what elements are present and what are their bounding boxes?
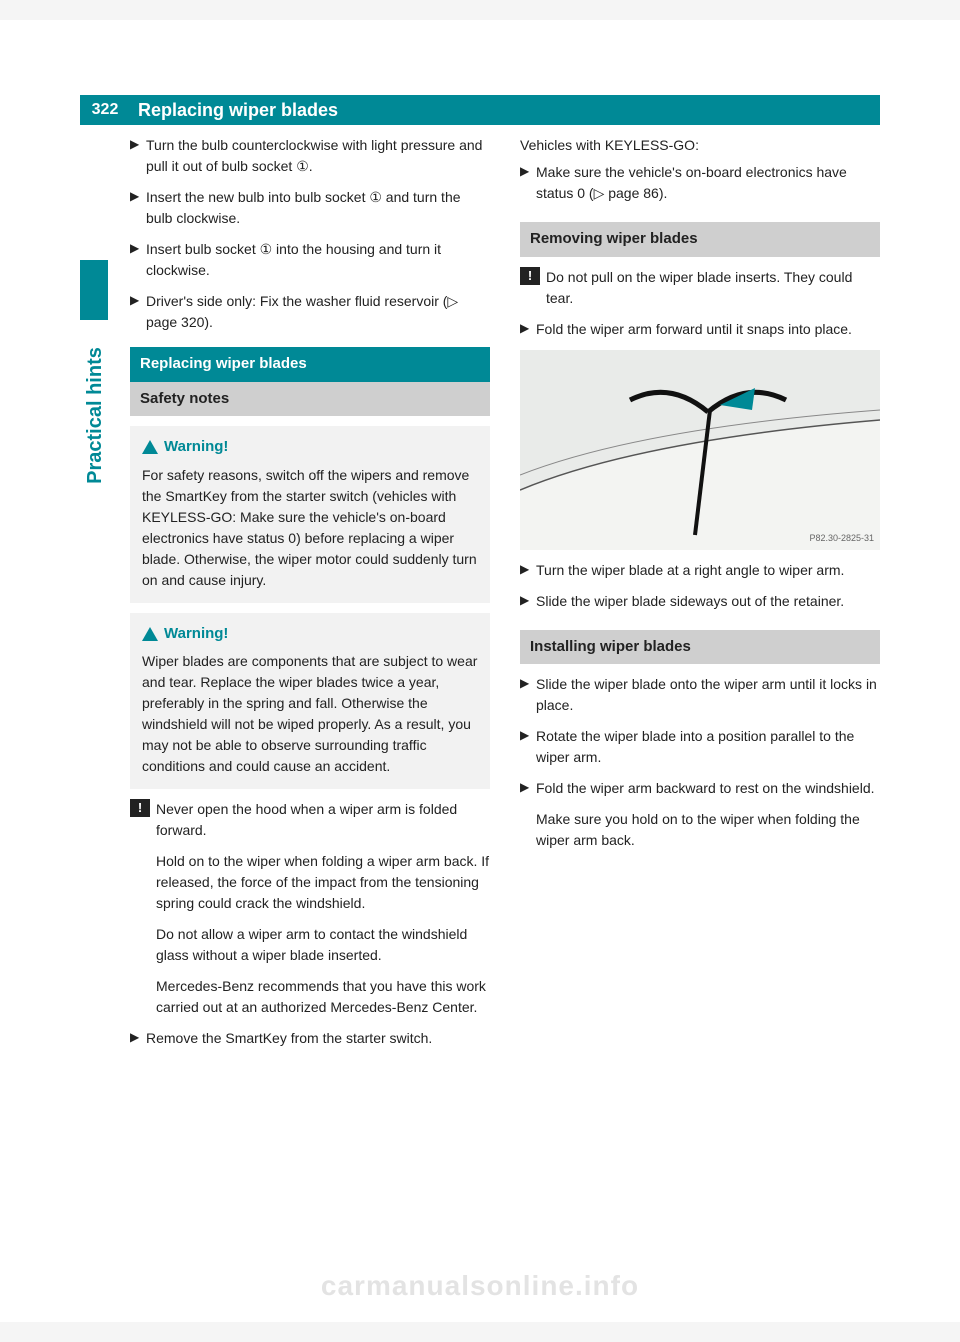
- page-number: 322: [80, 95, 130, 125]
- step-text: Fold the wiper arm forward until it snap…: [536, 319, 880, 340]
- content-columns: ▶ Turn the bulb counterclockwise with li…: [130, 135, 880, 1262]
- warning-label: Warning!: [164, 436, 228, 459]
- step-text: Rotate the wiper blade into a position p…: [536, 726, 880, 768]
- side-tab: Practical hints: [80, 330, 110, 500]
- caution-icon: !: [520, 267, 540, 285]
- step-marker-icon: ▶: [130, 187, 146, 229]
- subsection-heading: Safety notes: [130, 382, 490, 417]
- step-item: ▶ Make sure the vehicle's on-board elect…: [520, 162, 880, 204]
- step-item: ▶ Insert the new bulb into bulb socket ①…: [130, 187, 490, 229]
- warning-triangle-icon: [142, 440, 158, 454]
- step-item: ▶ Insert bulb socket ① into the housing …: [130, 239, 490, 281]
- step-marker-icon: ▶: [130, 239, 146, 281]
- step-item: ▶ Turn the bulb counterclockwise with li…: [130, 135, 490, 177]
- warning-body: For safety reasons, switch off the wiper…: [142, 465, 478, 591]
- paragraph: Make sure you hold on to the wiper when …: [536, 809, 880, 851]
- caution-note: ! Never open the hood when a wiper arm i…: [130, 799, 490, 841]
- left-column: ▶ Turn the bulb counterclockwise with li…: [130, 135, 490, 1262]
- figure-code: P82.30-2825-31: [809, 532, 874, 546]
- step-item: ▶ Driver's side only: Fix the washer flu…: [130, 291, 490, 333]
- warning-title: Warning!: [142, 436, 478, 459]
- side-accent-block: [80, 260, 108, 320]
- step-item: ▶ Fold the wiper arm backward to rest on…: [520, 778, 880, 799]
- caution-paragraph: Mercedes-Benz recommends that you have t…: [156, 976, 490, 1018]
- step-marker-icon: ▶: [520, 674, 536, 716]
- warning-title: Warning!: [142, 623, 478, 646]
- paragraph: Vehicles with KEYLESS-GO:: [520, 135, 880, 156]
- caution-icon: !: [130, 799, 150, 817]
- manual-page: 322 Replacing wiper blades Practical hin…: [0, 20, 960, 1322]
- step-item: ▶ Rotate the wiper blade into a position…: [520, 726, 880, 768]
- step-marker-icon: ▶: [130, 135, 146, 177]
- warning-box: Warning! For safety reasons, switch off …: [130, 426, 490, 603]
- step-marker-icon: ▶: [520, 560, 536, 581]
- warning-label: Warning!: [164, 623, 228, 646]
- step-item: ▶ Fold the wiper arm forward until it sn…: [520, 319, 880, 340]
- step-marker-icon: ▶: [520, 726, 536, 768]
- step-text: Insert bulb socket ① into the housing an…: [146, 239, 490, 281]
- warning-triangle-icon: [142, 627, 158, 641]
- caution-paragraph: Hold on to the wiper when folding a wipe…: [156, 851, 490, 914]
- step-text: Remove the SmartKey from the starter swi…: [146, 1028, 490, 1049]
- watermark: carmanualsonline.info: [0, 1270, 960, 1302]
- step-marker-icon: ▶: [130, 1028, 146, 1049]
- subsection-heading: Removing wiper blades: [520, 222, 880, 257]
- step-item: ▶ Turn the wiper blade at a right angle …: [520, 560, 880, 581]
- step-item: ▶ Slide the wiper blade sideways out of …: [520, 591, 880, 612]
- section-heading: Replacing wiper blades: [130, 347, 490, 382]
- warning-body: Wiper blades are components that are sub…: [142, 651, 478, 777]
- caution-note: ! Do not pull on the wiper blade inserts…: [520, 267, 880, 309]
- caution-text: Never open the hood when a wiper arm is …: [156, 799, 490, 841]
- step-marker-icon: ▶: [520, 162, 536, 204]
- step-text: Fold the wiper arm backward to rest on t…: [536, 778, 880, 799]
- page-header-bar: 322 Replacing wiper blades: [80, 95, 880, 125]
- step-text: Slide the wiper blade sideways out of th…: [536, 591, 880, 612]
- page-title: Replacing wiper blades: [130, 100, 338, 121]
- step-text: Make sure the vehicle's on-board electro…: [536, 162, 880, 204]
- warning-box: Warning! Wiper blades are components tha…: [130, 613, 490, 790]
- right-column: Vehicles with KEYLESS-GO: ▶ Make sure th…: [520, 135, 880, 1262]
- step-marker-icon: ▶: [520, 591, 536, 612]
- step-marker-icon: ▶: [130, 291, 146, 333]
- wiper-illustration-svg: [520, 350, 880, 550]
- step-text: Turn the bulb counterclockwise with ligh…: [146, 135, 490, 177]
- step-text: Turn the wiper blade at a right angle to…: [536, 560, 880, 581]
- step-item: ▶ Remove the SmartKey from the starter s…: [130, 1028, 490, 1049]
- step-text: Driver's side only: Fix the washer fluid…: [146, 291, 490, 333]
- step-item: ▶ Slide the wiper blade onto the wiper a…: [520, 674, 880, 716]
- wiper-figure: P82.30-2825-31: [520, 350, 880, 550]
- step-marker-icon: ▶: [520, 778, 536, 799]
- step-text: Insert the new bulb into bulb socket ① a…: [146, 187, 490, 229]
- subsection-heading: Installing wiper blades: [520, 630, 880, 665]
- side-tab-label: Practical hints: [84, 347, 107, 484]
- caution-text: Do not pull on the wiper blade inserts. …: [546, 267, 880, 309]
- caution-paragraph: Do not allow a wiper arm to contact the …: [156, 924, 490, 966]
- step-marker-icon: ▶: [520, 319, 536, 340]
- step-text: Slide the wiper blade onto the wiper arm…: [536, 674, 880, 716]
